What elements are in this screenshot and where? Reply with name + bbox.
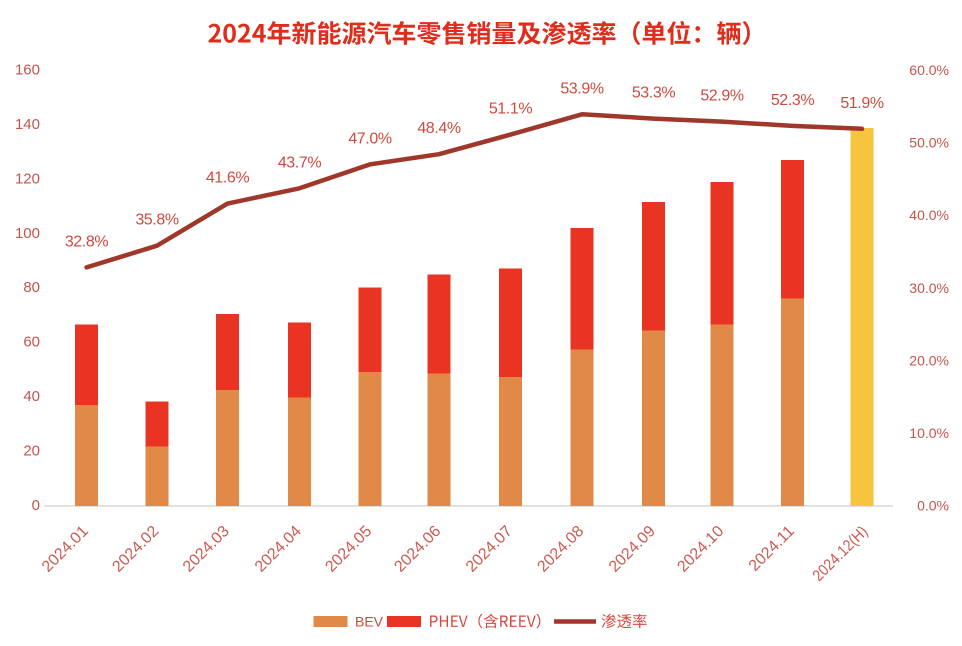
svg-text:120: 120	[15, 170, 40, 187]
svg-text:30.0%: 30.0%	[909, 280, 949, 296]
svg-text:140: 140	[15, 116, 40, 133]
svg-text:0: 0	[32, 497, 40, 514]
svg-text:53.9%: 53.9%	[560, 80, 604, 97]
svg-text:43.7%: 43.7%	[278, 154, 322, 171]
svg-text:41.6%: 41.6%	[206, 170, 250, 187]
svg-text:10.0%: 10.0%	[909, 425, 949, 441]
svg-text:47.0%: 47.0%	[348, 130, 392, 147]
svg-text:20.0%: 20.0%	[909, 352, 949, 368]
svg-text:80: 80	[23, 279, 40, 296]
svg-text:52.3%: 52.3%	[771, 92, 815, 109]
svg-text:52.9%: 52.9%	[700, 88, 744, 105]
svg-text:51.1%: 51.1%	[489, 101, 533, 118]
svg-text:50.0%: 50.0%	[909, 135, 949, 151]
svg-text:100: 100	[15, 225, 40, 242]
svg-text:48.4%: 48.4%	[417, 120, 461, 137]
svg-text:20: 20	[23, 443, 40, 460]
svg-text:32.8%: 32.8%	[65, 233, 109, 250]
svg-text:53.3%: 53.3%	[632, 85, 676, 102]
svg-text:40.0%: 40.0%	[909, 207, 949, 223]
svg-text:0.0%: 0.0%	[917, 498, 949, 514]
svg-text:60: 60	[23, 334, 40, 351]
svg-text:51.9%: 51.9%	[840, 95, 884, 112]
svg-text:BEV: BEV	[355, 614, 384, 630]
svg-text:60.0%: 60.0%	[909, 62, 949, 78]
svg-text:40: 40	[23, 388, 40, 405]
svg-text:160: 160	[15, 62, 40, 79]
svg-text:35.8%: 35.8%	[135, 212, 179, 229]
